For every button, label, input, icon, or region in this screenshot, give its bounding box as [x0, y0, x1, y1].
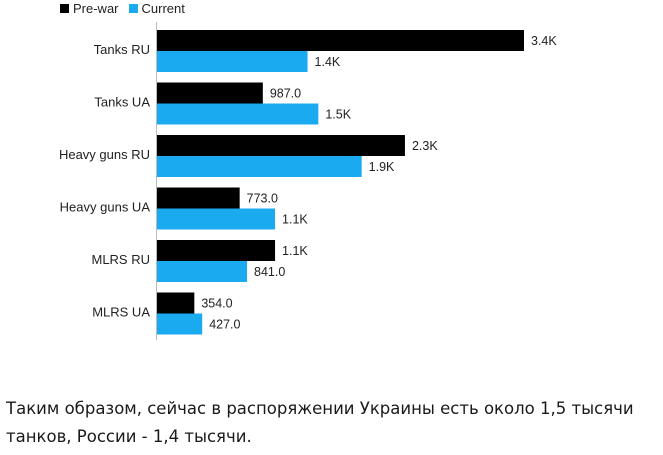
data-label: 1.4K [315, 55, 341, 69]
chart-legend: Pre-war Current [60, 1, 195, 16]
legend-label-prewar: Pre-war [73, 1, 119, 16]
bar-current-3 [156, 208, 276, 230]
data-label: 427.0 [209, 318, 240, 332]
category-label: Tanks RU [94, 42, 150, 57]
data-label: 1.9K [369, 160, 395, 174]
bar-current-5 [156, 313, 203, 335]
data-label: 1.1K [282, 244, 308, 258]
article-caption: Таким образом, сейчас в распоряжении Укр… [6, 399, 634, 446]
bar-chart: Tanks RU 3.4K 1.4K Tanks UA 987.0 1.5K Heavy g… [59, 22, 557, 340]
data-label: 3.4K [531, 34, 557, 48]
data-label: 987.0 [270, 87, 301, 101]
legend-item-current: Current [128, 1, 185, 16]
category-label: Heavy guns RU [59, 147, 150, 162]
category-label: MLRS RU [91, 252, 150, 267]
category-label: Heavy guns UA [60, 200, 151, 215]
bar-current-0 [156, 51, 308, 72]
legend-label-current: Current [141, 1, 185, 16]
category-label: Tanks UA [94, 95, 150, 110]
bar-prewar-2 [156, 135, 405, 156]
bar-current-2 [156, 156, 362, 177]
bar-prewar-1 [156, 82, 263, 104]
bar-current-1 [156, 103, 319, 125]
legend-swatch-prewar [60, 4, 69, 13]
data-label: 1.1K [282, 213, 308, 227]
bar-prewar-3 [156, 187, 240, 209]
data-label: 354.0 [201, 297, 232, 311]
data-label: 773.0 [247, 192, 278, 206]
legend-swatch-current [128, 4, 138, 13]
bar-prewar-4 [156, 240, 276, 261]
bar-prewar-0 [156, 30, 524, 51]
category-label: MLRS UA [92, 305, 150, 320]
bar-prewar-5 [156, 292, 195, 314]
data-label: 1.5K [325, 108, 351, 122]
bar-current-4 [156, 261, 248, 282]
data-label: 841.0 [254, 265, 285, 279]
data-label: 2.3K [412, 139, 438, 153]
legend-item-prewar: Pre-war [60, 1, 119, 16]
